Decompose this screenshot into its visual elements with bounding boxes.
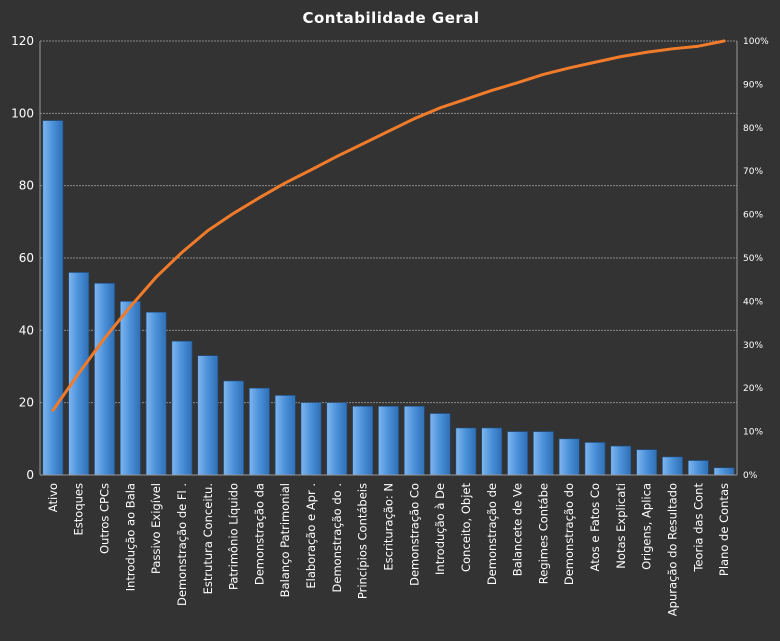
y2-tick-label: 60% — [743, 211, 763, 221]
y-tick-label: 120 — [11, 34, 34, 48]
bar — [507, 431, 528, 476]
y2-tick-label: 50% — [743, 254, 763, 264]
bar — [274, 395, 296, 476]
x-tick-label: Demonstração do — [562, 483, 576, 585]
bar — [429, 413, 451, 476]
x-tick-label: Princípios Contábeis — [356, 483, 370, 599]
x-tick-label: Apuração do Resultado — [665, 483, 679, 616]
y2-tick-label: 70% — [743, 167, 763, 177]
x-tick-label: Demonstração da — [252, 483, 266, 585]
bar-series — [42, 120, 735, 476]
bar — [42, 120, 64, 476]
y-tick-label: 0 — [26, 468, 34, 482]
bar — [171, 340, 193, 476]
x-tick-label: Estrutura Conceitu. — [201, 483, 215, 594]
x-tick-label: Passivo Exigível — [149, 483, 163, 574]
chart-title: Contabilidade Geral — [302, 9, 479, 27]
bar — [94, 283, 115, 476]
bar — [300, 402, 322, 476]
bar — [403, 405, 425, 476]
bar — [352, 405, 374, 476]
x-tick-label: Demonstração do . — [330, 483, 344, 592]
x-tick-label: Introdução à De — [433, 483, 447, 575]
y-tick-label: 20 — [19, 396, 34, 410]
x-tick-label: Balanço Patrimonial — [278, 483, 292, 597]
bar — [584, 442, 606, 476]
y2-tick-label: 40% — [743, 297, 763, 307]
bar — [481, 427, 503, 476]
bar — [533, 431, 554, 476]
x-tick-label: Plano de Contas — [717, 483, 731, 576]
bar — [713, 467, 735, 476]
y2-tick-label: 80% — [743, 124, 763, 134]
y-axis-secondary: 0% 10% 20% 30% 40% 50% 60% 70% 80% 90% 100% — [736, 37, 769, 481]
x-axis: Ativo Estoques Outros CPCs Introdução ao Ba… — [40, 474, 737, 616]
bar — [223, 380, 244, 476]
y2-tick-label: 10% — [743, 428, 763, 438]
y-tick-label: 100 — [11, 106, 34, 120]
y2-tick-label: 30% — [743, 341, 763, 351]
x-tick-label: Demonstração de — [485, 483, 499, 585]
x-tick-label: Balancete de Ve — [511, 483, 525, 576]
x-tick-label: Demonstração de Fl . — [175, 483, 189, 606]
x-tick-label: Demonstração Co — [407, 483, 421, 586]
x-tick-label: Patrimônio Líquido — [227, 483, 241, 590]
y2-tick-label: 90% — [743, 80, 763, 90]
bar — [610, 445, 632, 476]
x-tick-label: Conceito, Objet — [459, 483, 473, 572]
y-axis-primary: 0 20 40 60 80 100 120 — [11, 34, 41, 482]
gridlines — [40, 40, 737, 404]
bar — [636, 449, 658, 476]
bar — [378, 405, 399, 476]
y2-tick-label: 0% — [743, 471, 758, 481]
bar — [119, 301, 141, 476]
x-tick-label: Estoques — [72, 483, 86, 535]
bar — [687, 460, 709, 476]
x-tick-label: Outros CPCs — [98, 483, 112, 554]
x-tick-label: Regimes Contábe — [536, 483, 550, 584]
y-tick-label: 40 — [19, 323, 34, 337]
x-tick-label: Notas Explicati — [614, 483, 628, 569]
x-tick-label: Introdução ao Bala — [123, 483, 137, 591]
y2-tick-label: 100% — [743, 37, 769, 47]
cumulative-line-series — [51, 39, 726, 412]
y2-tick-label: 20% — [743, 384, 763, 394]
x-tick-label: Elaboração e Apr . — [304, 483, 318, 589]
bar — [249, 387, 270, 476]
bar — [558, 438, 580, 476]
x-tick-label: Teoria das Cont — [691, 483, 705, 573]
bar — [455, 427, 477, 476]
bar — [662, 456, 683, 476]
bar — [145, 311, 167, 476]
x-tick-label: Ativo — [46, 483, 60, 512]
y-tick-label: 80 — [19, 179, 34, 193]
x-tick-label: Escrituração: N — [382, 483, 396, 571]
bar — [326, 402, 348, 476]
y-tick-label: 60 — [19, 251, 34, 265]
x-tick-label: Atos e Fatos Co — [588, 483, 602, 571]
x-tick-label: Origens, Aplica — [640, 483, 654, 570]
cumulative-line — [51, 39, 726, 412]
bar — [197, 355, 219, 476]
